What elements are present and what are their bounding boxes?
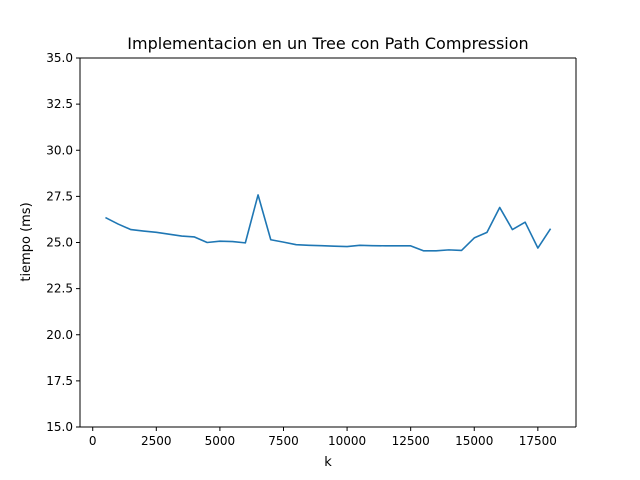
x-tick-label: 15000 — [455, 434, 493, 448]
x-tick-label: 12500 — [392, 434, 430, 448]
x-tick-label: 17500 — [519, 434, 557, 448]
series-line — [105, 194, 552, 252]
y-tick-label: 17.5 — [46, 374, 73, 388]
y-tick-label: 32.5 — [46, 97, 73, 111]
y-tick-label: 22.5 — [46, 282, 73, 296]
y-tick-label: 20.0 — [46, 328, 73, 342]
y-tick-label: 15.0 — [46, 420, 73, 434]
x-axis-label: k — [324, 455, 332, 470]
y-tick-label: 35.0 — [46, 51, 73, 65]
x-tick-label: 7500 — [268, 434, 299, 448]
y-tick-label: 25.0 — [46, 236, 73, 250]
chart-title: Implementacion en un Tree con Path Compr… — [127, 34, 528, 53]
x-tick-label: 2500 — [141, 434, 172, 448]
y-tick-label: 30.0 — [46, 143, 73, 157]
x-axis-ticks: 0 2500 5000 7500 10000 12500 15000 17500 — [89, 427, 557, 448]
y-axis-ticks: 15.0 17.5 20.0 22.5 25.0 27.5 30.0 32.5 35.0 — [46, 51, 80, 434]
x-tick-label: 10000 — [328, 434, 366, 448]
plot-area — [105, 194, 552, 252]
y-axis-label: tiempo (ms) — [19, 202, 34, 281]
x-tick-label: 0 — [89, 434, 97, 448]
x-tick-label: 5000 — [205, 434, 236, 448]
y-tick-label: 27.5 — [46, 189, 73, 203]
